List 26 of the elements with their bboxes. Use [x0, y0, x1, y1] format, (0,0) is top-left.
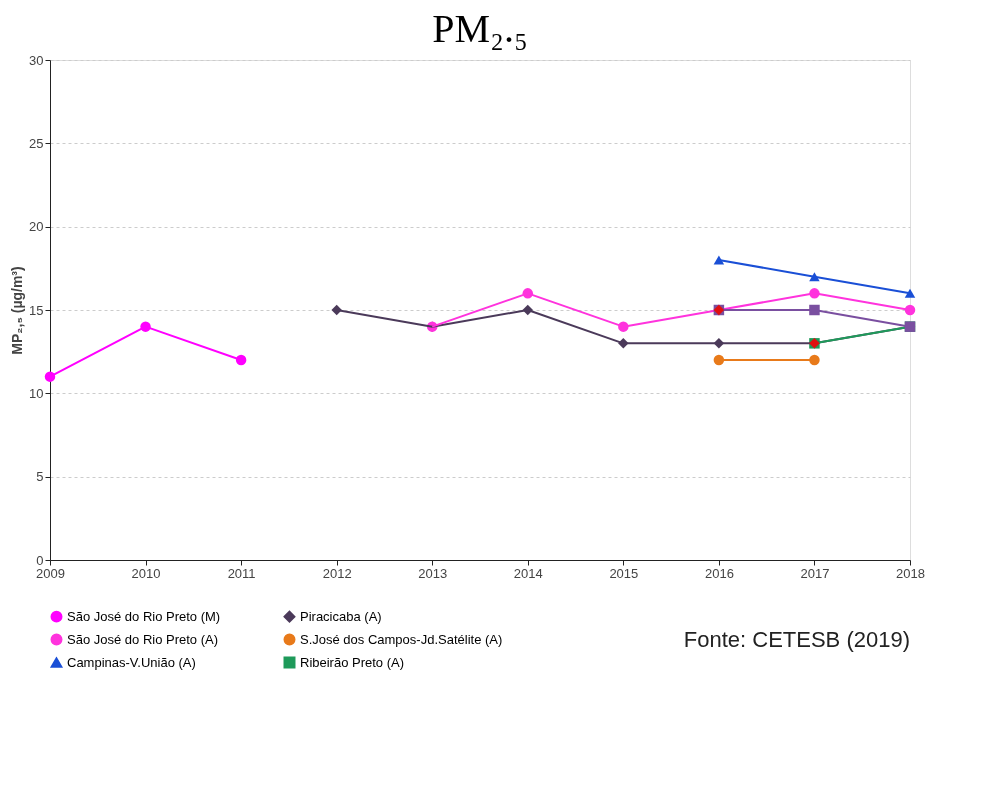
y-tick-label: 20: [29, 219, 44, 235]
x-tick-label: 2010: [131, 565, 161, 581]
y-tick-label: 15: [29, 302, 44, 318]
source-note: Fonte: CETESB (2019): [683, 627, 910, 652]
legend-label: Campinas-V.União (A): [67, 654, 196, 670]
x-tick-label: 2017: [800, 565, 830, 581]
legend-label: São José do Rio Preto (M): [67, 608, 221, 624]
legend-label: Piracicaba (A): [300, 608, 382, 624]
y-tick-label: 25: [29, 135, 44, 151]
x-tick-label: 2018: [896, 565, 925, 581]
y-tick-label: 5: [36, 469, 44, 485]
x-tick-label: 2014: [513, 565, 543, 581]
y-tick-label: 10: [29, 385, 44, 401]
x-tick-label: 2015: [609, 565, 639, 581]
x-tick-label: 2012: [322, 565, 352, 581]
y-tick-label: 30: [29, 52, 44, 68]
x-tick-label: 2009: [36, 565, 65, 581]
x-tick-label: 2013: [418, 565, 448, 581]
y-tick-label: 0: [36, 552, 44, 568]
legend-label: S.José dos Campos-Jd.Satélite (A): [300, 631, 503, 647]
x-tick-label: 2016: [704, 565, 734, 581]
y-axis-title: MP₂,₅ (µg/m³): [9, 266, 26, 355]
x-tick-label: 2011: [227, 565, 256, 581]
chart-title: PM₂.₅: [432, 6, 528, 51]
legend-label: São José do Rio Preto (A): [67, 631, 219, 647]
legend-label: Ribeirão Preto (A): [300, 654, 405, 670]
